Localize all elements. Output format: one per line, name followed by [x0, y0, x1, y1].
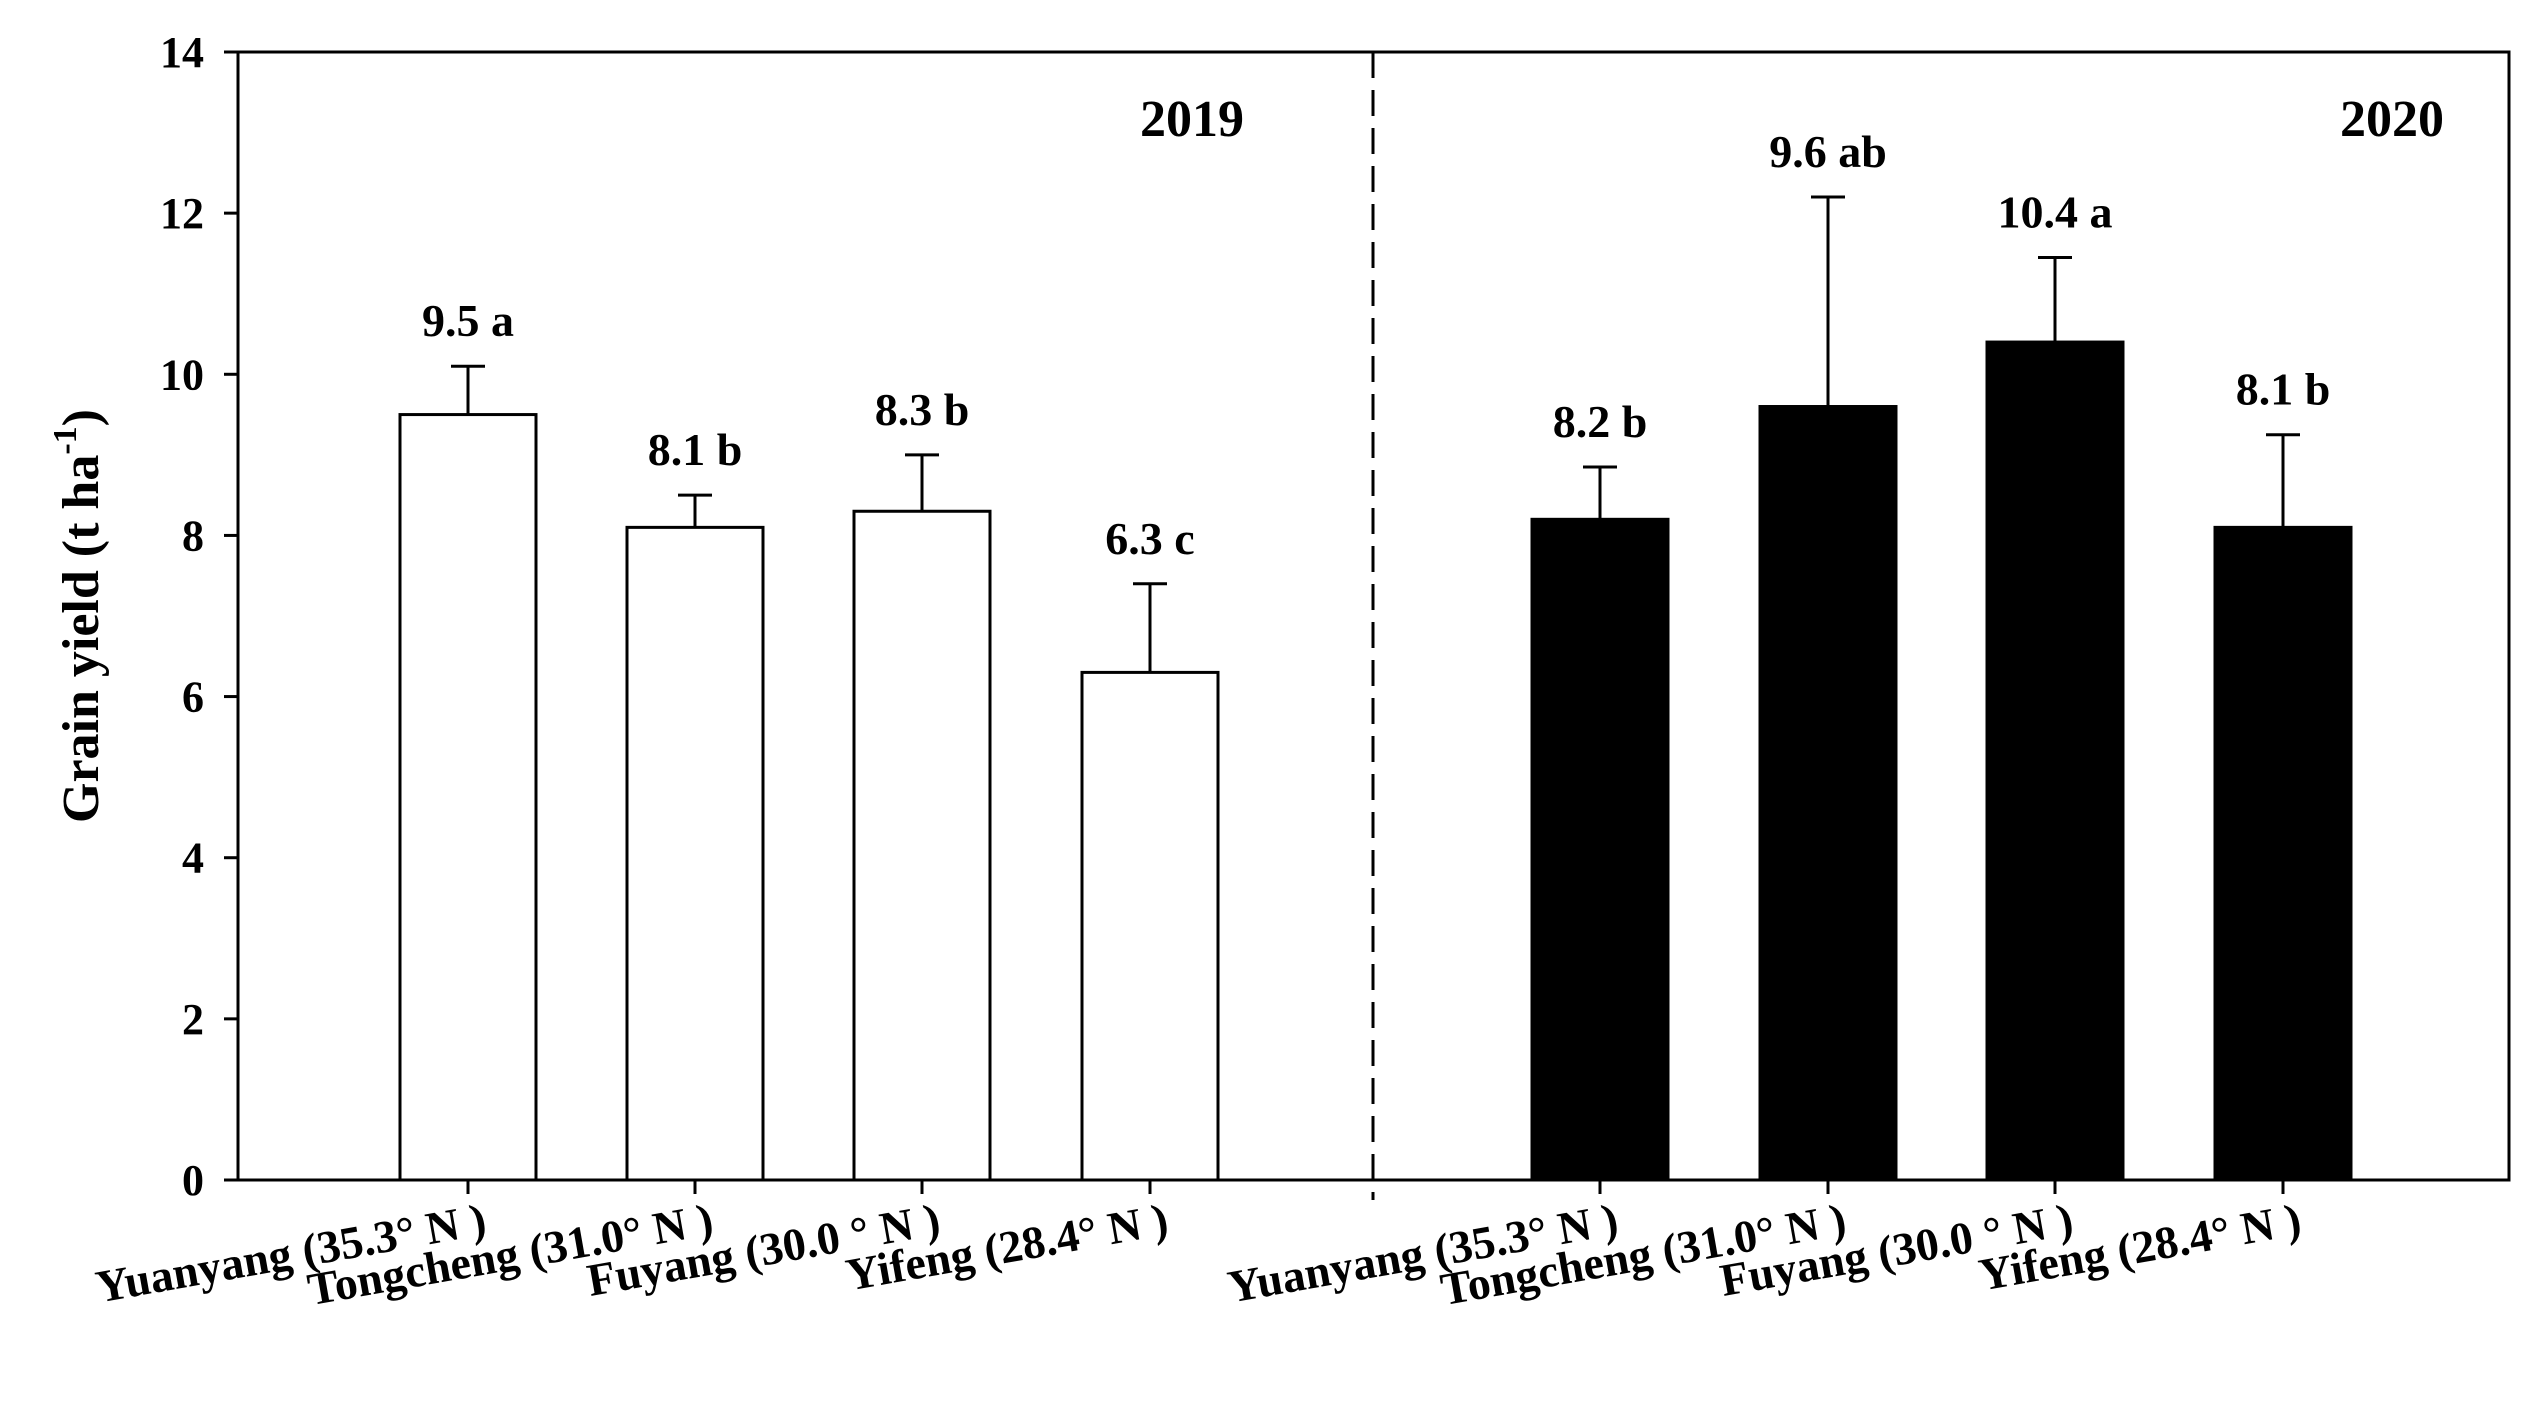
year-label-2019: 2019 — [1140, 91, 1244, 148]
bar-2020-0 — [1530, 517, 1670, 1182]
bar-2020-2 — [1985, 340, 2125, 1182]
bar-value-label: 8.2 b — [1553, 396, 1648, 447]
y-axis-title-main: Grain yield (t ha — [53, 455, 110, 823]
y-tick-label: 12 — [160, 189, 204, 238]
y-axis-title-end: ) — [53, 409, 110, 426]
bars: 9.5 a 8.1 b 8.3 b 6.3 c 8.2 b 9.6 ab 10.4 a 8.1… — [398, 126, 2353, 1182]
y-tick-label: 14 — [160, 28, 204, 77]
bar-value-label: 9.6 ab — [1769, 126, 1887, 177]
bar-2019-1 — [625, 525, 765, 1182]
bar-2020-3 — [2213, 525, 2353, 1182]
bar-2020-1 — [1758, 405, 1898, 1182]
y-axis-title-sup: -1 — [47, 426, 84, 454]
year-label-2020: 2020 — [2340, 91, 2444, 148]
y-tick-label: 6 — [182, 673, 204, 722]
bar-value-label: 8.1 b — [648, 424, 743, 475]
y-axis: 0 2 4 6 8 10 12 14 — [160, 28, 238, 1205]
bar-2019-0 — [398, 413, 538, 1182]
x-axis-labels: Yuanyang (35.3° N )Tongcheng (31.0° N )F… — [92, 1180, 2305, 1315]
y-tick-label: 0 — [182, 1156, 204, 1205]
y-tick-label: 8 — [182, 511, 204, 560]
bar-2019-3 — [1080, 670, 1220, 1182]
y-tick-label: 2 — [182, 995, 204, 1044]
y-axis-title: Grain yield (t ha-1) — [47, 409, 110, 823]
y-tick-label: 4 — [182, 834, 204, 883]
bar-value-label: 8.1 b — [2236, 364, 2331, 415]
bar-value-label: 10.4 a — [1998, 186, 2113, 237]
y-tick-label: 10 — [160, 350, 204, 399]
bar-2019-2 — [852, 509, 992, 1182]
bar-value-label: 9.5 a — [422, 295, 514, 346]
bar-value-label: 6.3 c — [1105, 513, 1194, 564]
bar-value-label: 8.3 b — [875, 384, 970, 435]
